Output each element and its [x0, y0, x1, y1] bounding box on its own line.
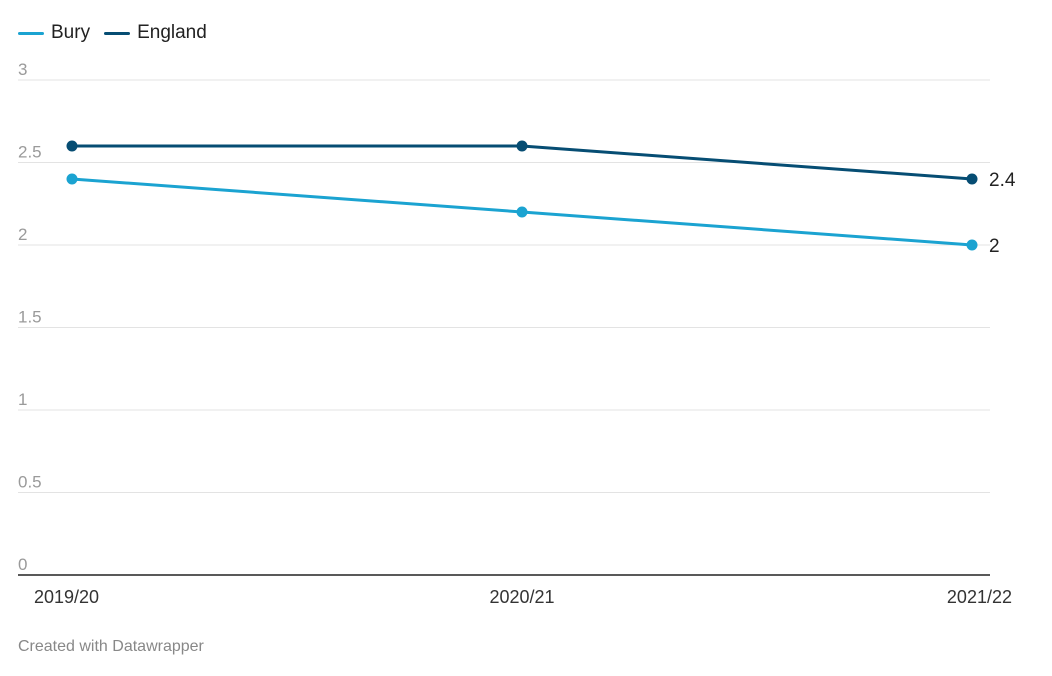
x-tick-label: 2021/22	[947, 587, 1012, 607]
footer-credit: Created with Datawrapper	[18, 638, 204, 655]
y-tick-label: 1.5	[18, 308, 42, 327]
legend-swatch-england	[104, 31, 131, 35]
x-tick-label: 2020/21	[489, 587, 554, 607]
data-point-england	[516, 140, 528, 152]
legend-label-bury: Bury	[51, 22, 91, 43]
legend-label-england: England	[137, 22, 207, 43]
data-point-england	[66, 140, 78, 152]
data-point-bury	[516, 206, 528, 218]
legend-item-bury: Bury	[18, 22, 90, 44]
end-label-bury: 2	[989, 236, 1000, 257]
y-tick-label: 2	[18, 225, 27, 244]
y-tick-label: 0.5	[18, 473, 42, 492]
data-point-bury	[966, 239, 978, 251]
y-tick-label: 0	[18, 555, 27, 574]
legend-item-england: England	[104, 22, 207, 44]
y-tick-label: 1	[18, 390, 27, 409]
data-point-bury	[66, 173, 78, 185]
x-tick-label: 2019/20	[34, 587, 99, 607]
data-point-england	[966, 173, 978, 185]
end-label-england: 2.4	[989, 170, 1016, 191]
y-tick-label: 3	[18, 60, 27, 79]
chart-legend: Bury England	[18, 20, 207, 46]
y-tick-label: 2.5	[18, 143, 42, 162]
legend-swatch-bury	[18, 31, 44, 35]
